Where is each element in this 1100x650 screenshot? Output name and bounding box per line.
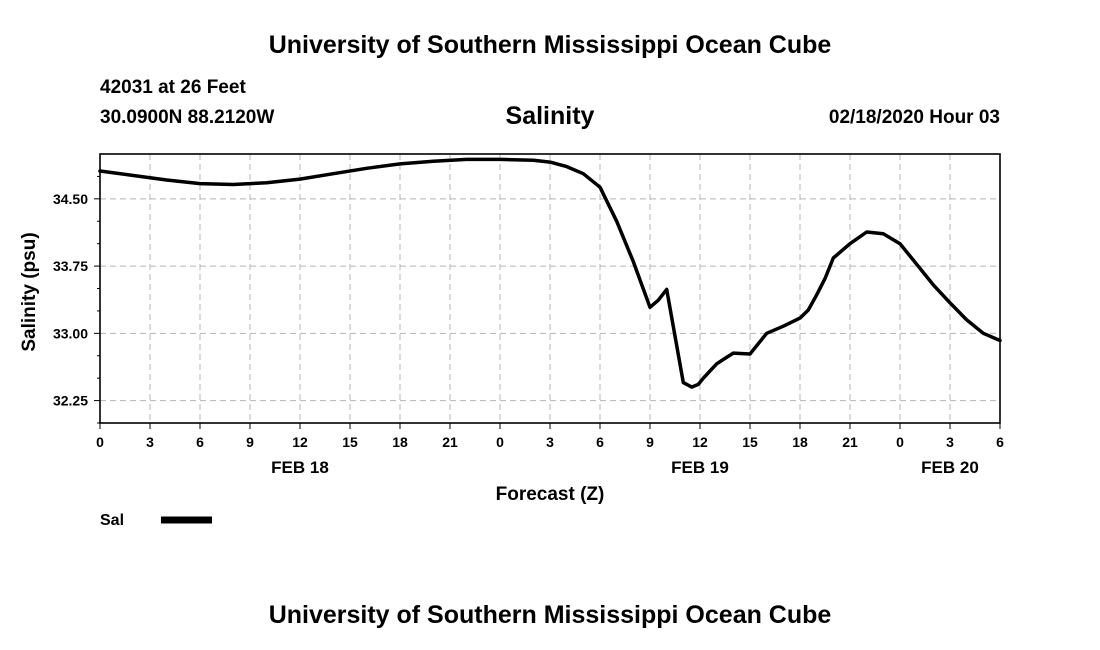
date-tick-label: FEB 18 — [271, 458, 329, 477]
x-tick-label: 9 — [246, 434, 254, 450]
y-tick-label: 33.75 — [53, 258, 88, 274]
x-tick-label: 21 — [442, 434, 458, 450]
y-tick-label: 34.50 — [53, 191, 88, 207]
x-tick-label: 15 — [342, 434, 358, 450]
x-tick-label: 6 — [196, 434, 204, 450]
x-tick-label: 15 — [742, 434, 758, 450]
x-tick-label: 3 — [546, 434, 554, 450]
axis-layer: 0 3 6 9 12 15 18 21 0 3 6 9 12 15 18 21 0 3 6 FEB 18 FEB 19 F… — [53, 175, 1004, 477]
grid-layer — [100, 154, 1000, 423]
x-tick-label: 3 — [146, 434, 154, 450]
chart-title: Salinity — [506, 102, 595, 130]
page-title: University of Southern Mississippi Ocean… — [268, 31, 832, 59]
x-tick-label: 18 — [792, 434, 808, 450]
x-tick-label: 3 — [946, 434, 954, 450]
x-tick-label: 12 — [692, 434, 708, 450]
series-layer — [98, 157, 1002, 389]
x-tick-label: 0 — [96, 434, 104, 450]
x-tick-label: 0 — [496, 434, 504, 450]
x-tick-label: 18 — [392, 434, 408, 450]
x-axis-label: Forecast (Z) — [496, 484, 605, 505]
x-tick-label: 21 — [842, 434, 858, 450]
series-line-sal — [98, 157, 1002, 389]
x-tick-label: 0 — [896, 434, 904, 450]
y-tick-label: 33.00 — [53, 325, 88, 341]
date-tick-label: FEB 19 — [671, 458, 729, 477]
location-label: 30.0900N 88.2120W — [100, 107, 275, 128]
y-tick-label: 32.25 — [53, 393, 88, 409]
station-label: 42031 at 26 Feet — [100, 77, 246, 98]
legend-label: Sal — [100, 512, 124, 529]
y-axis-label: Salinity (psu) — [19, 232, 40, 351]
x-tick-label: 9 — [646, 434, 654, 450]
x-tick-label: 6 — [596, 434, 604, 450]
footer-title: University of Southern Mississippi Ocean… — [268, 601, 832, 629]
date-tick-label: FEB 20 — [921, 458, 979, 477]
date-label: 02/18/2020 Hour 03 — [828, 107, 1000, 128]
x-tick-label: 12 — [292, 434, 308, 450]
x-tick-label: 6 — [996, 434, 1004, 450]
legend: Sal — [100, 512, 212, 529]
